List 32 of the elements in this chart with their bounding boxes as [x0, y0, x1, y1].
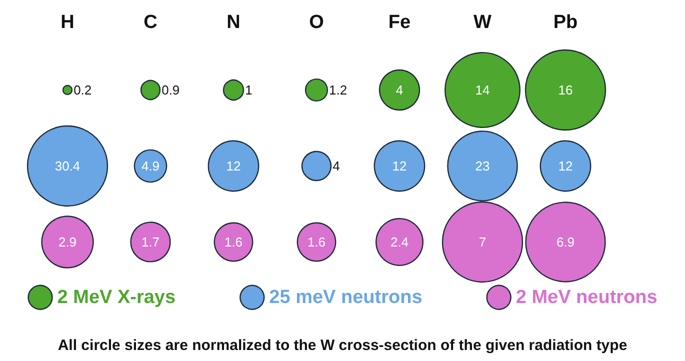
text: All circle sizes are normalized to the W cross-section of the given radiation type [58, 337, 628, 354]
category-label: N [226, 12, 240, 33]
data-label: 2.4 [390, 234, 409, 250]
category-label: H [60, 12, 74, 33]
category-label: Fe [388, 12, 411, 33]
data-label: 4 [332, 158, 340, 174]
category-label: O [309, 12, 324, 33]
category-label: Pb [553, 12, 578, 33]
category-label: W [474, 12, 492, 33]
data-label: 7 [478, 234, 486, 250]
data-label: 2.9 [58, 234, 77, 250]
data-label: 4 [396, 82, 404, 98]
data-label: 0.9 [162, 82, 180, 98]
data-label: 23 [475, 158, 490, 174]
data-label: 12 [226, 158, 241, 174]
data-label: 4.9 [141, 158, 160, 174]
category-label: C [144, 12, 158, 33]
data-label: 12 [558, 158, 573, 174]
data-label: 14 [475, 82, 490, 98]
data-label: 1.6 [307, 234, 326, 250]
data-label: 16 [558, 82, 573, 98]
data-label: 1.6 [224, 234, 243, 250]
data-label: 12 [392, 158, 407, 174]
data-label: 30.4 [54, 158, 80, 174]
data-label: 0.2 [74, 82, 92, 98]
data-label: 1 [245, 82, 252, 98]
legend-label: 2 MeV X-rays [57, 286, 176, 308]
data-label: 6.9 [556, 234, 575, 250]
data-label: 1.7 [141, 234, 160, 250]
data-label: 1.2 [329, 82, 348, 98]
legend-label: 25 meV neutrons [269, 286, 422, 308]
legend-label: 2 MeV neutrons [516, 286, 658, 308]
